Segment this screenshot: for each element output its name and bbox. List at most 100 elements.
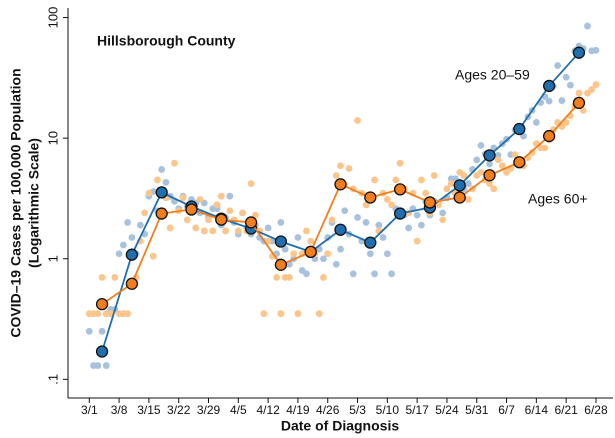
daily-point (388, 201, 395, 209)
x-tick-label: 3/22 (167, 403, 191, 417)
daily-point (315, 310, 323, 318)
daily-point (498, 162, 506, 170)
daily-point (528, 149, 536, 156)
weekly-point (185, 203, 198, 216)
daily-point (443, 185, 451, 193)
weekly-point (155, 186, 168, 199)
x-tick-label: 6/14 (525, 403, 549, 417)
daily-point (251, 211, 259, 219)
daily-point (239, 209, 246, 217)
daily-point (383, 250, 391, 258)
weekly-point (542, 79, 556, 93)
daily-point (405, 224, 413, 232)
daily-point (286, 274, 293, 281)
daily-point (328, 216, 336, 224)
series-label: Ages 60+ (528, 191, 588, 207)
weekly-point (513, 122, 526, 136)
daily-point (320, 274, 327, 281)
daily-point (460, 172, 468, 179)
daily-point (290, 250, 298, 258)
x-tick-label: 3/15 (137, 403, 161, 417)
x-tick-label: 5/10 (376, 403, 400, 417)
x-tick-label: 6/28 (584, 403, 608, 417)
daily-point (511, 151, 519, 159)
daily-point (337, 162, 344, 170)
weekly-point (364, 191, 377, 204)
daily-point (464, 196, 472, 203)
daily-point (98, 327, 106, 335)
weekly-point (572, 96, 586, 110)
weekly-point (453, 179, 466, 192)
daily-point (477, 168, 485, 176)
daily-point (183, 216, 191, 224)
daily-point (337, 245, 344, 253)
daily-point (222, 227, 229, 235)
weekly-point (393, 183, 407, 196)
daily-point (162, 178, 170, 186)
daily-point (171, 159, 178, 167)
x-tick-label: 3/8 (111, 403, 128, 417)
daily-point (192, 224, 200, 232)
weekly-point (274, 258, 288, 271)
daily-point (379, 234, 387, 241)
daily-point (541, 144, 549, 152)
daily-point (247, 180, 255, 187)
x-tick-label: 4/26 (316, 403, 340, 417)
x-tick-label: 3/1 (81, 403, 98, 417)
weekly-point (95, 345, 109, 358)
daily-point (422, 189, 430, 197)
daily-point (575, 89, 583, 97)
daily-point (349, 270, 357, 278)
daily-point (366, 250, 374, 258)
daily-point (158, 166, 166, 173)
daily-point (85, 327, 93, 335)
weekly-point (125, 248, 139, 261)
chart-title: Hillsborough County (97, 33, 236, 49)
daily-point (362, 201, 370, 209)
daily-point (294, 310, 302, 318)
y-tick-label: .1 (45, 374, 60, 385)
x-tick-label: 4/19 (286, 403, 310, 417)
weekly-point (215, 213, 228, 226)
daily-point (124, 219, 132, 226)
daily-point (354, 214, 361, 221)
daily-point (324, 250, 332, 258)
daily-point (320, 255, 327, 263)
daily-point (579, 106, 587, 114)
daily-point (324, 234, 332, 241)
daily-point (486, 160, 493, 168)
y-axis-label: COVID–19 Cases per 100,000 Population (8, 68, 24, 337)
daily-point (234, 227, 242, 235)
daily-point (562, 119, 570, 126)
x-tick-label: 6/7 (498, 403, 515, 417)
weekly-point (304, 245, 317, 259)
daily-point (447, 180, 455, 187)
daily-point (592, 46, 600, 54)
daily-point (277, 219, 285, 226)
daily-point (145, 189, 153, 197)
x-axis-label: Date of Diagnosis (281, 418, 399, 434)
y-axis-label: (Logarithmic Scale) (26, 138, 42, 268)
weekly-point (423, 196, 437, 209)
daily-point (226, 192, 234, 200)
weekly-point (453, 191, 466, 204)
daily-point (102, 362, 110, 369)
weekly-point (334, 223, 347, 236)
weekly-point (334, 178, 347, 191)
daily-point (486, 180, 493, 187)
x-tick-label: 4/5 (230, 403, 247, 417)
daily-point (388, 270, 395, 278)
weekly-point (364, 236, 377, 249)
x-tick-label: 6/21 (554, 403, 578, 417)
daily-point (392, 176, 400, 184)
daily-point (196, 196, 204, 203)
weekly-point (572, 46, 586, 59)
daily-point (294, 234, 302, 241)
daily-point (558, 97, 566, 104)
daily-point (115, 250, 123, 258)
daily-point (149, 252, 157, 260)
daily-point (562, 73, 570, 81)
daily-point (332, 172, 340, 179)
daily-point (354, 117, 361, 124)
